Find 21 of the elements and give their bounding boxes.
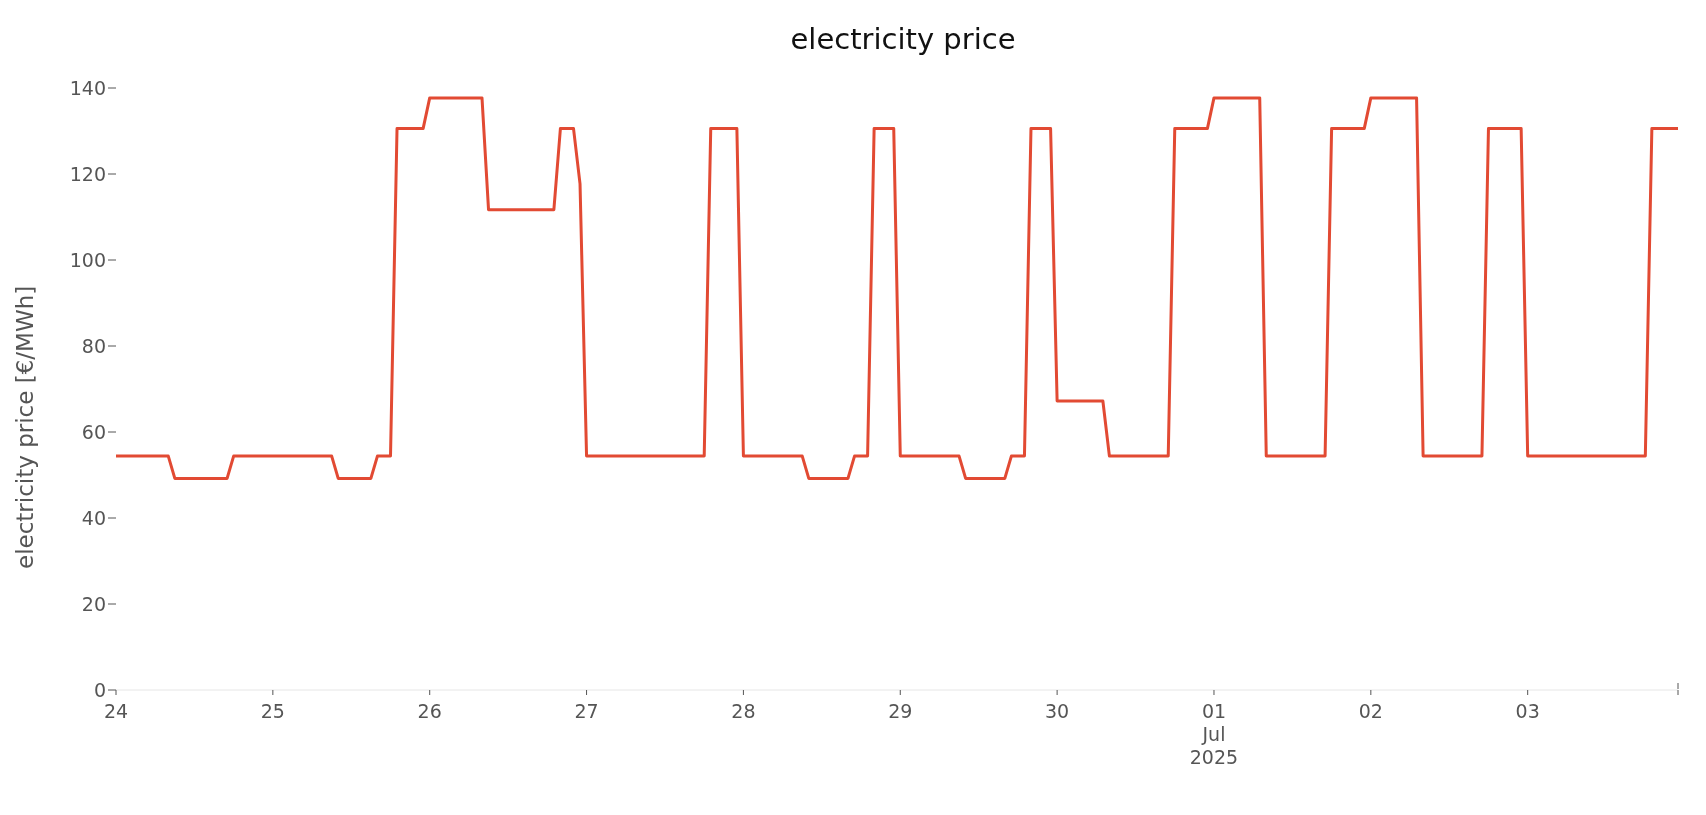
x-tick-label: 30	[1045, 700, 1070, 723]
x-tick-label: 25	[260, 700, 285, 723]
y-axis-title: electricity price [€/MWh]	[12, 285, 39, 569]
x-tick-label: 28	[731, 700, 756, 723]
y-tick-label: 120	[69, 162, 106, 185]
chart-title: electricity price	[789, 21, 1017, 58]
y-tick-label: 100	[69, 248, 106, 271]
y-tick-label: 60	[81, 420, 106, 443]
x-tick-label: 03	[1515, 700, 1540, 723]
x-tick-label: 26	[417, 700, 442, 723]
x-tick-label: 27	[574, 700, 599, 723]
y-tick-label: 0	[93, 678, 106, 701]
x-tick-label: 29	[888, 700, 913, 723]
y-tick-label: 40	[81, 506, 106, 529]
line-series	[116, 96, 1678, 480]
y-tick-label: 20	[81, 592, 106, 615]
x-tick-label: 01 Jul 2025	[1189, 700, 1239, 768]
y-tick-label: 140	[69, 76, 106, 99]
y-tick-label: 80	[81, 334, 106, 357]
x-tick-label: 24	[103, 700, 129, 723]
x-tick-label: 02	[1358, 700, 1383, 723]
